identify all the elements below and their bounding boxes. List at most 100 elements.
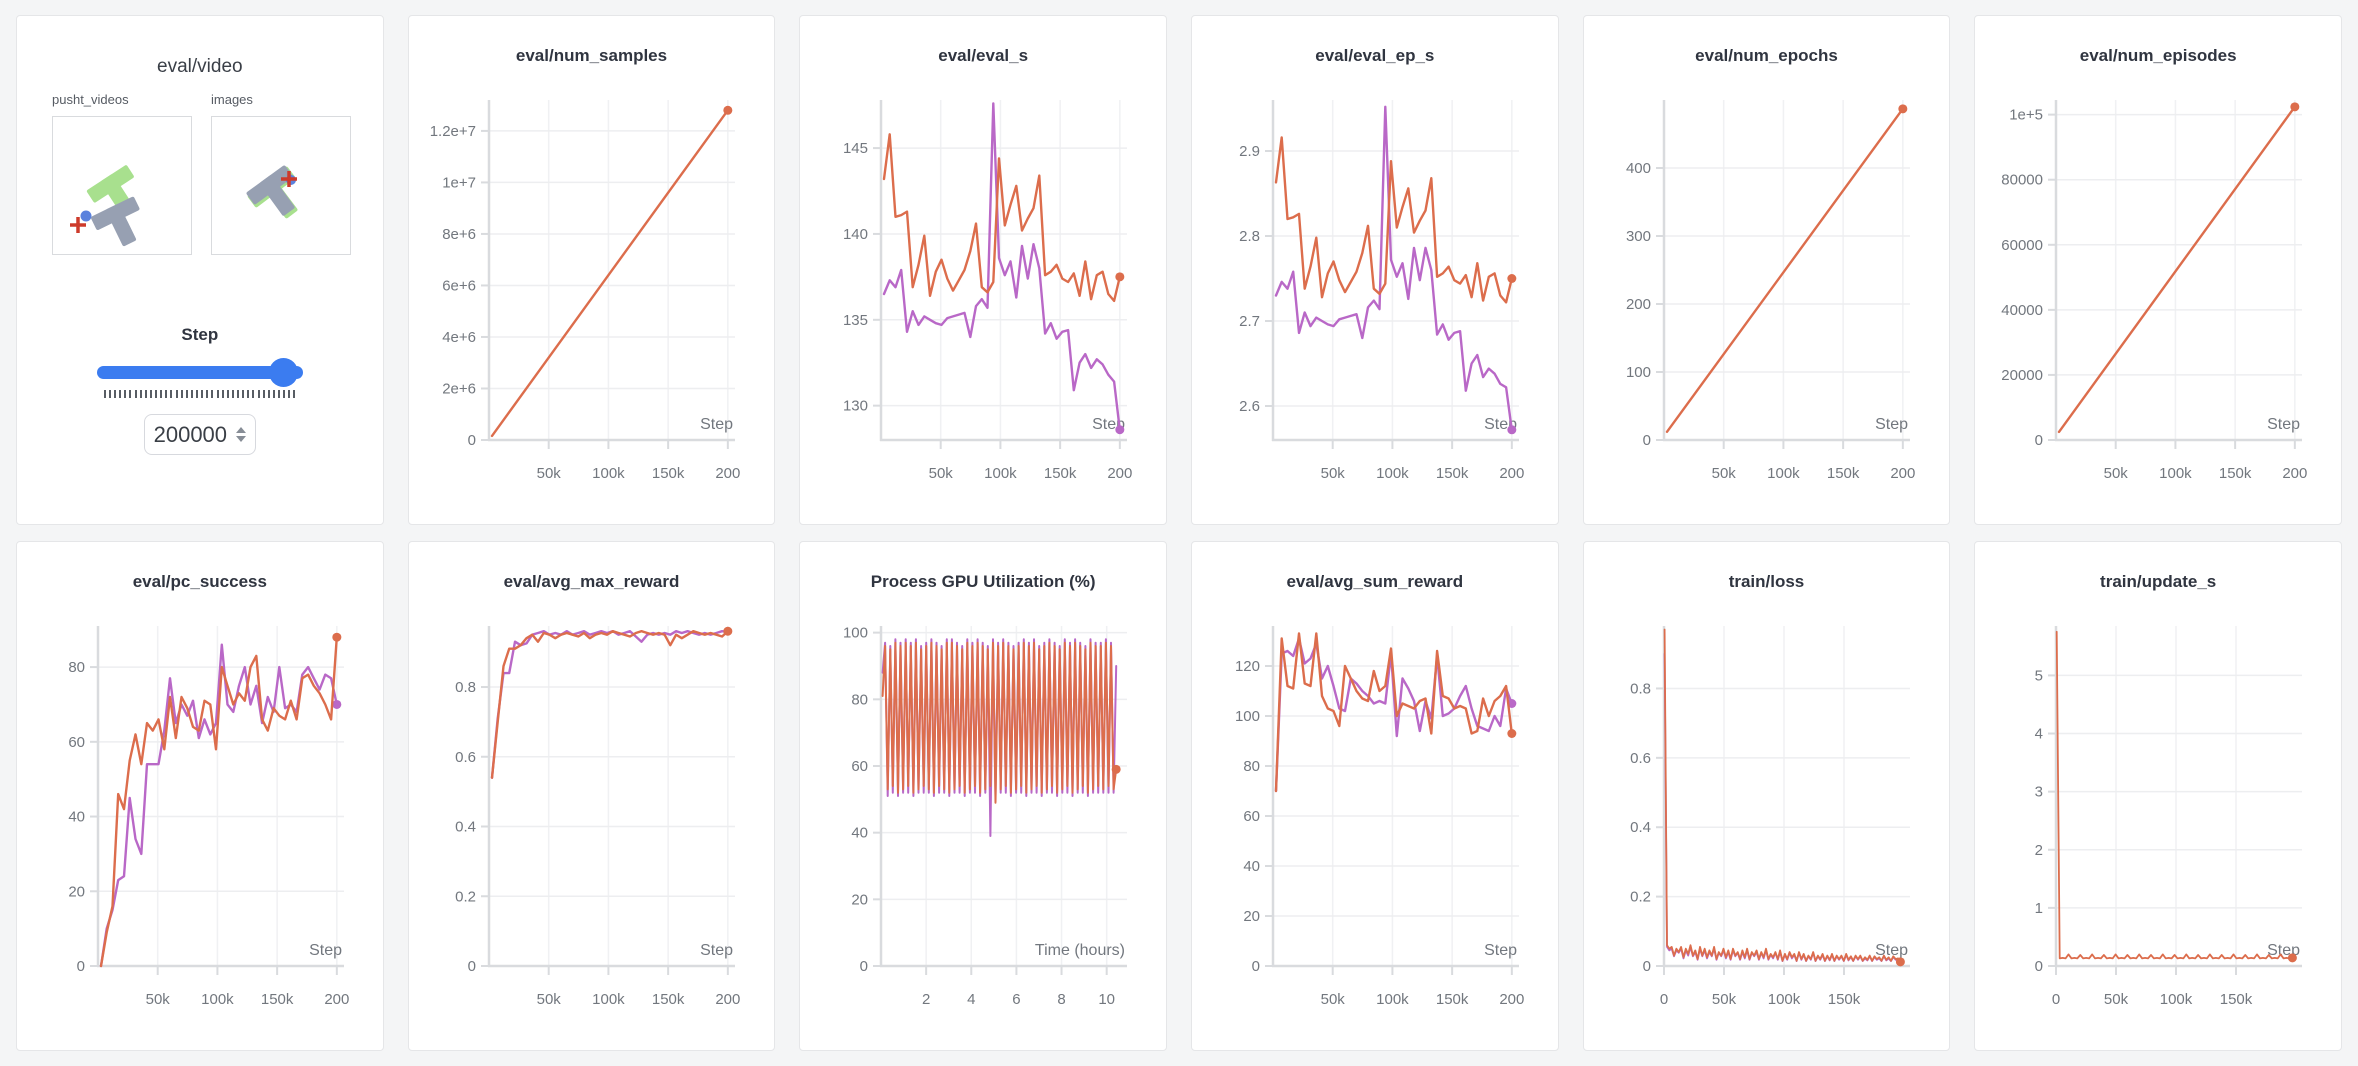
chart-eval-avg-max-reward[interactable]: 0 0.2 0.4 0.6 0.8 50k 100k 150k 200 Step: [421, 614, 761, 1044]
chart-gpu-utilization[interactable]: 0 20 40 60 80 100 2 4 6 8 10 Time (hours): [813, 614, 1153, 1044]
stepper-up-icon[interactable]: [236, 427, 247, 433]
svg-text:200: 200: [716, 465, 741, 482]
panel-title: eval/avg_max_reward: [503, 572, 680, 591]
svg-text:0.4: 0.4: [456, 819, 477, 836]
svg-text:50k: 50k: [1712, 991, 1737, 1008]
chart-eval-avg-sum-reward[interactable]: 0 20 40 60 80 100 120 50k 100k 150k 200 Step: [1205, 614, 1545, 1044]
svg-text:0: 0: [468, 958, 476, 975]
media-item-pusht-videos: pusht_videos: [52, 92, 192, 255]
stepper-down-icon[interactable]: [236, 436, 247, 442]
svg-text:0: 0: [468, 432, 476, 449]
svg-text:Step: Step: [1876, 416, 1909, 433]
chart-train-update-s[interactable]: 0 1 2 3 4 5 0 50k 100k 150k Step: [1988, 614, 2328, 1044]
svg-text:50k: 50k: [1320, 465, 1345, 482]
svg-text:120: 120: [1235, 658, 1260, 675]
svg-text:130: 130: [843, 398, 868, 415]
svg-text:150k: 150k: [1436, 465, 1469, 482]
svg-text:80: 80: [1243, 758, 1260, 775]
svg-text:100k: 100k: [2160, 991, 2193, 1008]
target-cross-icon: [281, 171, 297, 187]
svg-text:40000: 40000: [2001, 302, 2043, 319]
panel-eval-eval-ep-s: eval/eval_ep_s 2.6 2.7 2.8 2.9 50k 100k 150k 20…: [1190, 15, 1559, 525]
step-slider[interactable]: [96, 357, 303, 387]
panel-eval-video: eval/video pusht_videos: [16, 15, 384, 525]
svg-text:3: 3: [2035, 784, 2043, 801]
media-row: pusht_videos: [17, 92, 383, 255]
chart-eval-num-samples[interactable]: 0 2e+6 4e+6 6e+6 8e+6 1e+7 1.2e+7 50k 100k 150k 20…: [421, 88, 761, 518]
panel-eval-avg-sum-reward: eval/avg_sum_reward 0 20 40 60 80 100 120 50k 10…: [1190, 541, 1559, 1051]
svg-text:5: 5: [2035, 667, 2043, 684]
svg-text:20000: 20000: [2001, 367, 2043, 384]
svg-text:50k: 50k: [537, 465, 562, 482]
svg-text:100k: 100k: [1768, 465, 1801, 482]
svg-text:20: 20: [851, 891, 868, 908]
svg-text:0: 0: [76, 958, 84, 975]
panel-title: eval/num_episodes: [2079, 46, 2237, 65]
panel-train-update-s: train/update_s 0 1 2 3 4 5 0 50k 100k 150k Step: [1974, 541, 2342, 1051]
chart-eval-eval-s[interactable]: 130 135 140 145 50k 100k 150k 200 Step: [813, 88, 1153, 518]
svg-text:100: 100: [843, 625, 868, 642]
svg-text:50k: 50k: [537, 991, 562, 1008]
target-cross-icon: [70, 217, 86, 233]
svg-text:1e+5: 1e+5: [2009, 107, 2043, 124]
panel-eval-pc-success: eval/pc_success 0 20 40 60 80 50k 100k 150k 200 S…: [16, 541, 384, 1051]
svg-text:50k: 50k: [2104, 465, 2129, 482]
svg-text:40: 40: [1243, 858, 1260, 875]
svg-text:Step: Step: [701, 416, 734, 433]
images-gray-t: [246, 165, 295, 216]
svg-text:100k: 100k: [984, 465, 1017, 482]
svg-text:0: 0: [860, 958, 868, 975]
svg-text:2: 2: [922, 991, 930, 1008]
panel-title: eval/eval_s: [938, 46, 1029, 65]
svg-text:80: 80: [68, 659, 85, 676]
chart-eval-eval-ep-s[interactable]: 2.6 2.7 2.8 2.9 50k 100k 150k 200 Step: [1205, 88, 1545, 518]
svg-text:200: 200: [1499, 991, 1524, 1008]
svg-text:1.2e+7: 1.2e+7: [430, 123, 476, 140]
svg-text:20: 20: [1243, 908, 1260, 925]
svg-text:Step: Step: [309, 942, 342, 959]
svg-text:2.7: 2.7: [1239, 313, 1260, 330]
svg-text:20: 20: [68, 883, 85, 900]
svg-text:8: 8: [1058, 991, 1066, 1008]
svg-text:Step: Step: [1484, 942, 1517, 959]
panel-eval-num-episodes: eval/num_episodes 0 20000 40000 60000 80000 1…: [1974, 15, 2342, 525]
svg-text:200: 200: [1626, 296, 1651, 313]
svg-text:0.2: 0.2: [1631, 889, 1652, 906]
svg-text:0.8: 0.8: [456, 679, 477, 696]
svg-text:200: 200: [1499, 465, 1524, 482]
images-scene-image: [246, 165, 298, 219]
svg-text:40: 40: [68, 809, 85, 826]
svg-text:4e+6: 4e+6: [443, 329, 477, 346]
step-slider-track[interactable]: [96, 366, 303, 379]
step-input-value[interactable]: 200000: [153, 421, 228, 447]
svg-text:1: 1: [2035, 900, 2043, 917]
svg-text:0.2: 0.2: [456, 888, 477, 905]
svg-text:Step: Step: [1876, 942, 1909, 959]
step-slider-thumb[interactable]: [268, 358, 298, 387]
svg-text:40: 40: [851, 825, 868, 842]
panel-title: train/loss: [1728, 572, 1805, 591]
svg-text:50k: 50k: [1320, 991, 1345, 1008]
svg-text:135: 135: [843, 312, 868, 329]
svg-text:50k: 50k: [929, 465, 954, 482]
svg-text:100k: 100k: [2159, 465, 2192, 482]
media-panel-title: eval/video: [157, 56, 243, 77]
svg-text:0.6: 0.6: [456, 749, 477, 766]
svg-text:150k: 150k: [652, 991, 685, 1008]
svg-text:60000: 60000: [2001, 237, 2043, 254]
images-thumbnail[interactable]: [211, 116, 351, 255]
panel-eval-num-epochs: eval/num_epochs 0 100 200 300 400 50k 100k 150k…: [1582, 15, 1951, 525]
svg-text:300: 300: [1626, 228, 1651, 245]
panel-title: eval/pc_success: [132, 572, 267, 591]
svg-text:6e+6: 6e+6: [443, 277, 477, 294]
chart-eval-num-episodes[interactable]: 0 20000 40000 60000 80000 1e+5 50k 100k 150k 200 S…: [1988, 88, 2328, 518]
chart-train-loss[interactable]: 0 0.2 0.4 0.6 0.8 0 50k 100k 150k Step: [1596, 614, 1936, 1044]
pusht-video-thumbnail[interactable]: [52, 116, 192, 255]
chart-eval-num-epochs[interactable]: 0 100 200 300 400 50k 100k 150k 200 Step: [1596, 88, 1936, 518]
svg-text:0: 0: [1251, 958, 1259, 975]
pusht-gray-t: [91, 196, 140, 247]
step-input[interactable]: 200000: [143, 414, 256, 455]
chart-eval-pc-success[interactable]: 0 20 40 60 80 50k 100k 150k 200 Step: [30, 614, 370, 1044]
svg-text:60: 60: [1243, 808, 1260, 825]
svg-text:0: 0: [1660, 991, 1668, 1008]
